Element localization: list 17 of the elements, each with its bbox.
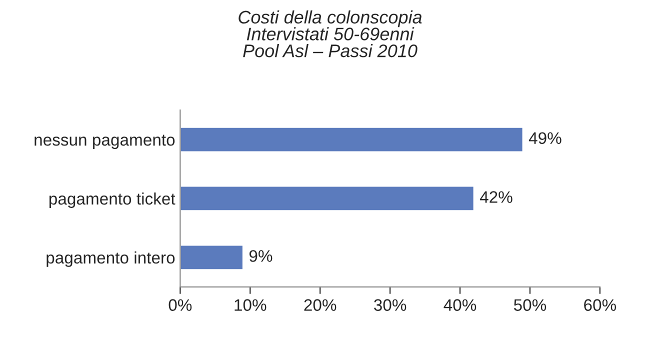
x-tick-label: 30% [374, 299, 406, 311]
x-tick-label: 60% [584, 299, 616, 311]
x-tick-label: 50% [514, 299, 546, 311]
y-tick-label: pagamento ticket [49, 192, 176, 208]
x-tick-label: 0% [168, 299, 192, 311]
bar [180, 126, 524, 153]
y-tick-label: pagamento intero [46, 251, 175, 267]
data-label: 49% [528, 132, 562, 144]
chart-title: Costi della colonscopia Intervistati 50-69enni Pool Asl – Passi 2010 [238, 10, 422, 58]
bar [180, 244, 244, 270]
data-label: 42% [480, 191, 512, 203]
y-tick-label: nessun pagamento [34, 134, 175, 150]
data-label: 9% [249, 250, 272, 262]
x-tick-label: 20% [304, 299, 336, 311]
x-tick-label: 10% [234, 299, 266, 311]
bar [180, 185, 475, 212]
x-tick-label: 40% [444, 299, 476, 311]
